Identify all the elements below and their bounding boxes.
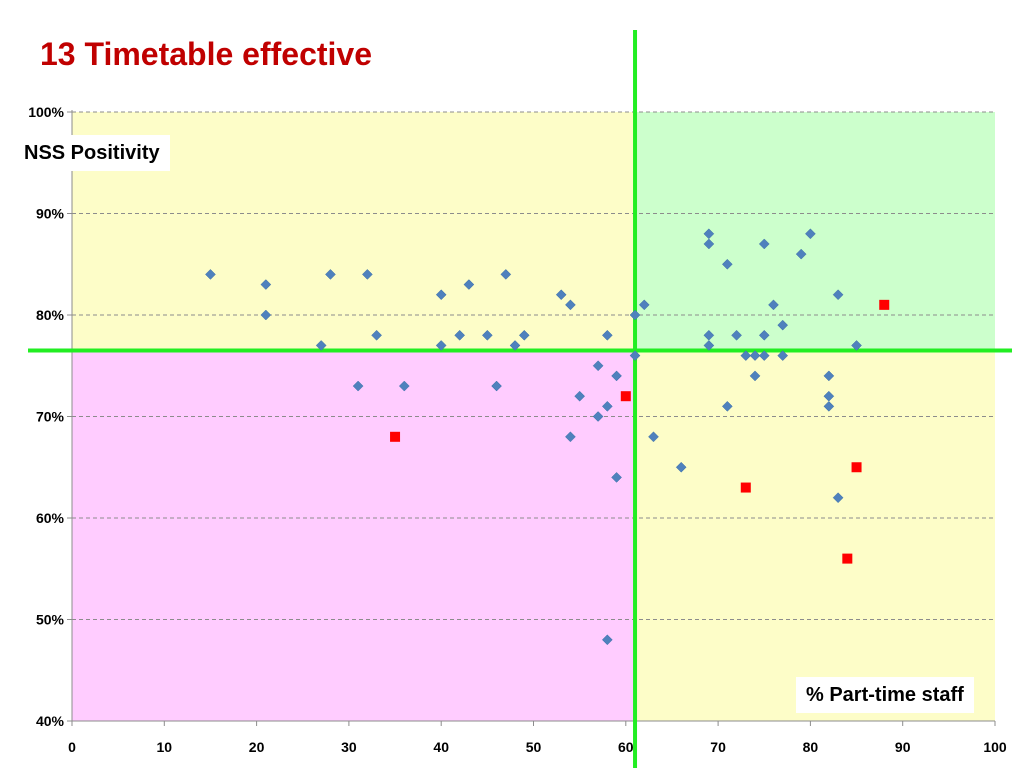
data-point-diamond xyxy=(749,370,761,382)
data-point-diamond xyxy=(435,289,447,301)
x-tick-label: 30 xyxy=(341,739,357,755)
data-point-diamond xyxy=(592,360,604,372)
data-point-diamond xyxy=(629,350,641,361)
data-point-diamond xyxy=(721,258,733,270)
data-point-diamond xyxy=(731,329,742,341)
data-point-diamond xyxy=(638,299,650,311)
chart-title: 13 Timetable effective xyxy=(40,36,373,72)
data-point-diamond xyxy=(565,299,576,311)
quadrant-backgrounds xyxy=(72,112,995,721)
data-point-diamond xyxy=(648,431,659,443)
data-point-diamond xyxy=(325,269,336,280)
data-point-diamond xyxy=(758,329,770,341)
data-point-diamond xyxy=(592,411,604,422)
quadrant-bottom-left xyxy=(72,350,636,721)
data-point-diamond xyxy=(205,269,216,280)
x-tick-label: 20 xyxy=(249,739,265,755)
x-tick-label: 100 xyxy=(983,739,1007,755)
data-point-diamond xyxy=(601,634,613,646)
data-point-square xyxy=(879,299,890,310)
data-point-diamond xyxy=(371,329,382,341)
x-tick-label: 70 xyxy=(710,739,726,755)
x-tick-label: 40 xyxy=(433,739,449,755)
quadrant-bottom-right xyxy=(635,350,995,721)
x-tick-label: 50 xyxy=(526,739,542,755)
data-point-diamond xyxy=(777,350,789,361)
data-point-diamond xyxy=(352,380,364,392)
data-point-diamond xyxy=(315,340,327,351)
data-point-diamond xyxy=(435,340,447,351)
data-point-diamond xyxy=(721,400,733,412)
data-point-diamond xyxy=(260,279,272,290)
data-point-diamond xyxy=(703,340,715,351)
data-point-diamond xyxy=(481,329,493,341)
data-point-diamond xyxy=(463,279,475,290)
data-point-square xyxy=(842,553,853,564)
x-tick-label: 10 xyxy=(157,739,173,755)
x-tick-label: 80 xyxy=(803,739,819,755)
data-point-diamond xyxy=(601,329,613,341)
data-point-diamond xyxy=(398,380,410,392)
x-axis-label: % Part-time staff xyxy=(796,677,974,713)
data-point-diamond xyxy=(777,319,789,331)
y-tick-label: 90% xyxy=(36,206,65,222)
x-tick-label: 60 xyxy=(618,739,634,755)
data-point-square xyxy=(390,431,401,442)
data-point-diamond xyxy=(805,228,816,240)
data-point-diamond xyxy=(749,350,761,361)
tick-labels: 40% 50% 60% 70% 80% 90% 100% 0 10 20 30 40 50 60 70 80 9… xyxy=(28,104,1007,755)
data-point-square xyxy=(740,482,751,493)
y-tick-label: 80% xyxy=(36,307,65,323)
data-point-diamond xyxy=(758,350,770,361)
data-point-diamond xyxy=(565,431,576,443)
data-point-diamond xyxy=(629,309,641,321)
divider-lines xyxy=(28,30,1012,768)
data-point-diamond xyxy=(703,238,715,250)
y-tick-label: 70% xyxy=(36,409,65,425)
data-points xyxy=(205,228,890,646)
data-point-diamond xyxy=(454,329,466,341)
quadrant-top-right xyxy=(635,112,995,351)
axes xyxy=(67,110,996,726)
data-point-diamond xyxy=(601,400,613,412)
x-tick-label: 90 xyxy=(895,739,911,755)
data-point-diamond xyxy=(768,299,779,311)
data-point-diamond xyxy=(823,400,835,412)
y-tick-label: 50% xyxy=(36,612,65,628)
data-point-diamond xyxy=(758,238,770,250)
y-tick-label: 60% xyxy=(36,510,65,526)
x-tick-label: 0 xyxy=(68,739,76,755)
data-point-diamond xyxy=(491,380,502,392)
data-point-diamond xyxy=(500,269,512,280)
data-point-diamond xyxy=(832,289,844,301)
data-point-diamond xyxy=(795,248,807,260)
data-point-diamond xyxy=(851,340,862,351)
data-point-diamond xyxy=(675,461,687,473)
data-point-diamond xyxy=(555,289,567,301)
data-point-diamond xyxy=(611,370,622,382)
y-axis-label: NSS Positivity xyxy=(14,135,170,171)
data-point-diamond xyxy=(518,329,530,341)
data-point-diamond xyxy=(832,492,844,504)
data-point-diamond xyxy=(509,340,521,351)
data-point-square xyxy=(620,391,631,402)
data-point-diamond xyxy=(574,390,586,402)
data-point-diamond xyxy=(260,309,272,321)
data-point-square xyxy=(851,462,862,473)
y-tick-label: 100% xyxy=(28,104,64,120)
data-point-diamond xyxy=(362,269,373,280)
y-tick-label: 40% xyxy=(36,713,65,729)
data-point-diamond xyxy=(823,370,835,382)
data-point-diamond xyxy=(740,350,752,361)
data-point-diamond xyxy=(611,472,622,483)
